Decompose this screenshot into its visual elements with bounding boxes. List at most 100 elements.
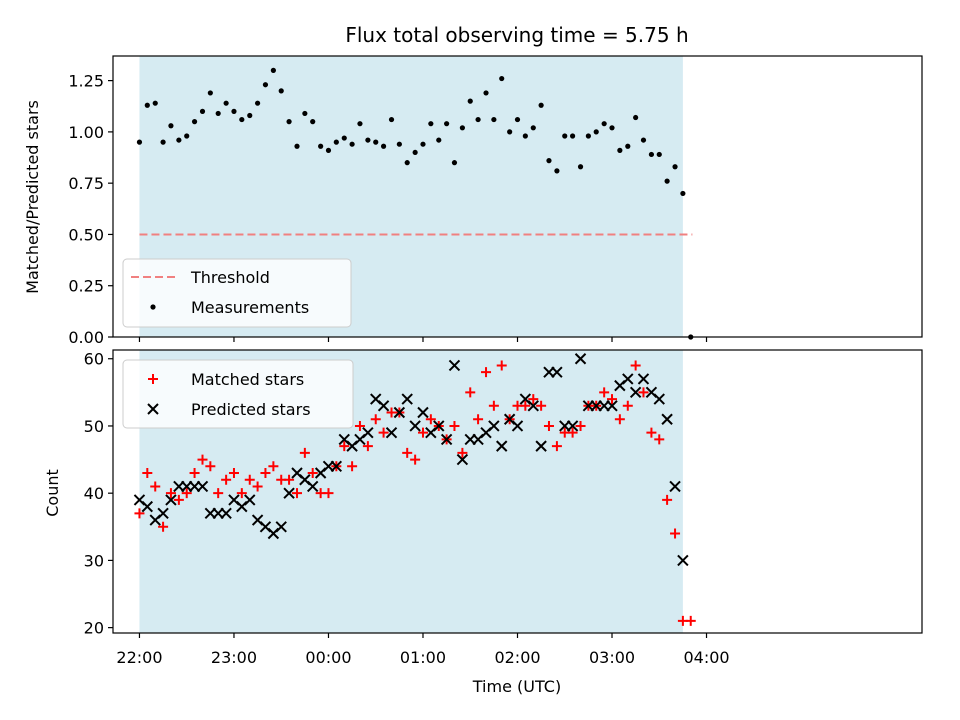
count-panel-frame xyxy=(112,349,923,634)
measurement-point xyxy=(341,135,347,141)
matched-star-point xyxy=(228,468,239,479)
predicted-legend-swatch xyxy=(147,403,159,415)
matched-star-point xyxy=(181,488,192,499)
predicted-star-point xyxy=(622,373,634,385)
matched-star-point xyxy=(347,461,358,472)
measurements-legend-swatch xyxy=(150,304,156,310)
measurement-point xyxy=(294,143,300,149)
measurement-point xyxy=(184,133,190,139)
matched-star-point xyxy=(236,488,247,499)
matched-star-point xyxy=(299,447,310,458)
predicted-star-point xyxy=(661,413,673,425)
measurement-point xyxy=(302,110,308,117)
x-axis-label: Time (UTC) xyxy=(472,677,561,696)
measurement-point xyxy=(428,121,434,127)
x-tick-label: 01:00 xyxy=(400,648,446,667)
matched-star-point xyxy=(205,461,216,472)
measurement-point xyxy=(262,82,269,88)
measurement-point xyxy=(585,133,591,139)
measurement-point xyxy=(215,110,221,117)
measurement-point xyxy=(333,139,339,145)
measurement-point xyxy=(373,139,379,145)
matched-star-point xyxy=(536,400,547,411)
matched-star-point xyxy=(158,521,169,532)
x-tick-label: 02:00 xyxy=(494,648,540,667)
measurement-point xyxy=(420,141,426,147)
predicted-star-point xyxy=(566,420,579,432)
predicted-star-point xyxy=(141,500,154,513)
measurement-point xyxy=(176,137,182,143)
matched-star-point xyxy=(244,474,255,485)
measurement-point xyxy=(538,102,544,108)
y-tick-label: 40 xyxy=(84,484,104,503)
measurement-point xyxy=(286,119,292,125)
matched-star-point xyxy=(197,454,208,465)
measurement-point xyxy=(451,160,458,166)
matched-star-point xyxy=(221,474,232,485)
measurement-point xyxy=(325,147,332,153)
matched-star-point xyxy=(165,488,176,499)
measurement-point xyxy=(554,168,560,174)
y-tick-label: 0.50 xyxy=(68,225,104,244)
matched-star-point xyxy=(307,468,318,479)
x-tick-label: 03:00 xyxy=(589,648,635,667)
chart-title: Flux total observing time = 5.75 h xyxy=(345,23,688,47)
predicted-star-point xyxy=(448,359,461,372)
predicted-star-point xyxy=(330,460,343,472)
predicted-star-point xyxy=(196,480,209,493)
predicted-star-point xyxy=(488,420,500,432)
predicted-star-point xyxy=(362,426,374,439)
matched-star-point xyxy=(402,447,413,458)
predicted-legend-label: Predicted stars xyxy=(191,400,311,419)
measurement-point xyxy=(664,178,670,184)
matched-star-point xyxy=(284,474,295,485)
matched-star-point xyxy=(425,414,436,425)
measurement-point xyxy=(136,139,143,145)
matched-star-point xyxy=(630,360,641,371)
matched-star-point xyxy=(292,488,303,499)
matched-legend-swatch xyxy=(148,374,158,384)
predicted-star-point xyxy=(377,400,390,412)
x-tick-label: 00:00 xyxy=(305,648,351,667)
measurement-point xyxy=(412,149,418,156)
measurement-point xyxy=(436,137,442,143)
predicted-star-point xyxy=(535,440,547,452)
matched-star-point xyxy=(150,481,161,492)
measurement-point xyxy=(625,143,631,149)
measurement-point xyxy=(672,164,678,170)
predicted-star-point xyxy=(669,480,681,493)
threshold-legend-label: Threshold xyxy=(190,268,270,287)
matched-star-point xyxy=(134,508,145,519)
measurement-point xyxy=(349,141,355,147)
matched-star-point xyxy=(268,461,279,472)
ratio-panel-frame xyxy=(112,55,923,338)
predicted-star-point xyxy=(417,406,429,419)
predicted-star-point xyxy=(574,353,587,365)
matched-star-point xyxy=(496,360,507,371)
matched-star-point xyxy=(567,427,578,438)
measurement-point xyxy=(656,151,662,158)
measurement-point xyxy=(199,108,206,114)
count-legend: Matched stars Predicted stars xyxy=(122,359,354,429)
matched-star-point xyxy=(646,427,657,438)
measurement-point xyxy=(491,116,497,123)
measurement-point xyxy=(191,119,198,125)
measurement-point xyxy=(569,133,576,139)
matched-star-point xyxy=(551,441,562,452)
matched-star-point xyxy=(614,414,625,425)
matched-star-point xyxy=(410,454,421,465)
measurement-point xyxy=(168,123,174,129)
matched-star-point xyxy=(607,394,618,405)
measurement-point xyxy=(404,160,410,166)
predicted-star-point xyxy=(306,480,319,493)
predicted-star-point xyxy=(606,400,618,412)
ratio-panel: 0.00 0.25 0.50 0.75 1.00 1.25 Threshold Measure… xyxy=(68,55,923,347)
predicted-star-point xyxy=(496,440,508,452)
predicted-star-point xyxy=(551,366,563,378)
matched-star-point xyxy=(354,420,365,431)
predicted-star-point xyxy=(409,420,421,432)
measurement-point xyxy=(207,90,213,96)
measurement-point xyxy=(270,67,276,73)
measurement-point xyxy=(459,125,466,131)
measurement-point xyxy=(546,158,552,164)
